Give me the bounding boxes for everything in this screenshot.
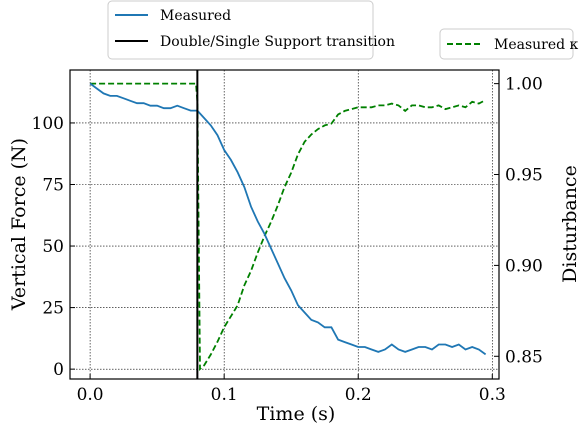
x-tick-label: 0.1 [211, 385, 238, 405]
y-left-tick-label: 75 [42, 175, 64, 195]
axis-ticks: 0.0 0.1 0.2 0.3 0 25 50 75 100 0.85 0.90 0.95 1.00 [32, 75, 543, 405]
legend-right: Measured κ [439, 28, 579, 60]
legend-left-box [107, 0, 374, 60]
legend-left: Measured Double/Single Support transitio… [107, 0, 395, 60]
y-axis-label-right: Disturbance [559, 165, 581, 283]
series-lines [89, 70, 487, 379]
grid-lines [70, 70, 499, 379]
series-line-measured [89, 82, 487, 356]
y-right-tick-label: 0.85 [505, 347, 543, 367]
legend-label-measured-kappa: Measured κ [494, 37, 579, 53]
y-left-tick-label: 100 [32, 114, 64, 134]
x-tick-label: 0.3 [479, 385, 506, 405]
x-axis-label: Time (s) [257, 403, 336, 425]
x-tick-label: 0.0 [77, 385, 104, 405]
x-tick-label: 0.2 [345, 385, 372, 405]
y-left-tick-label: 50 [42, 237, 64, 257]
y-left-tick-label: 0 [53, 360, 64, 380]
y-right-tick-label: 0.90 [505, 256, 543, 276]
legend-right-box [439, 28, 574, 60]
series-line-measured-kappa [90, 82, 487, 371]
legend-label-transition: Double/Single Support transition [160, 34, 395, 50]
y-axis-label-left: Vertical Force (N) [8, 138, 30, 311]
y-left-tick-label: 25 [42, 299, 64, 319]
legend-label-measured: Measured [160, 8, 231, 24]
plot-frame [69, 69, 500, 380]
y-right-tick-label: 1.00 [505, 75, 543, 95]
y-right-tick-label: 0.95 [505, 166, 543, 186]
